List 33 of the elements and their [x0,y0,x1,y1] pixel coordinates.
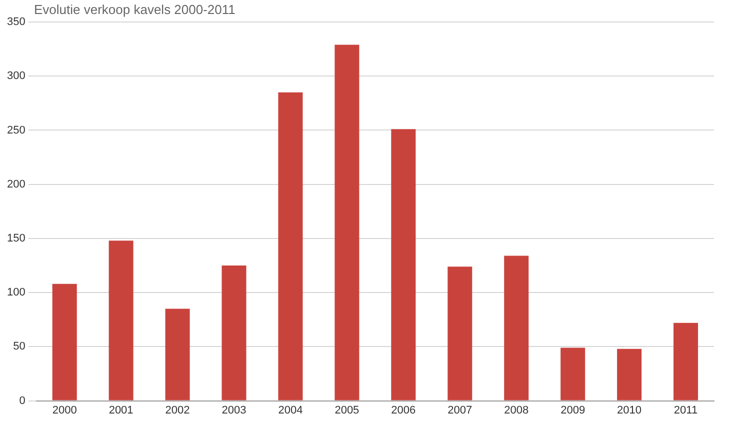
x-tick-label: 2002 [165,404,190,416]
y-tick-label: 0 [19,394,26,407]
x-tick-label: 2005 [334,404,360,416]
x-tick-label: 2006 [391,404,416,416]
x-tick-label: 2004 [278,404,303,416]
y-tick-label: 200 [6,178,26,190]
y-tick-label: 50 [13,340,26,353]
x-tick-label: 2011 [674,404,698,416]
bar [617,348,642,400]
y-tick-label: 150 [6,232,26,244]
bar [165,308,190,400]
bar [391,129,416,400]
x-tick-label: 2008 [504,404,529,416]
x-tick-label: 2010 [617,404,642,416]
y-tick-label: 300 [6,70,26,82]
x-tick-label: 2003 [222,404,246,416]
x-tick-label: 2001 [108,404,134,416]
bar [334,44,360,400]
y-tick-label: 250 [6,124,26,136]
bar [504,256,529,400]
bar [52,284,77,400]
bar [278,92,303,400]
y-tick-label: 350 [6,16,26,28]
bar [560,348,586,400]
bar [108,240,134,400]
y-tick-label: 100 [6,286,26,299]
x-tick-label: 2000 [52,404,77,416]
x-tick-label: 2009 [560,404,586,416]
chart-title: Evolutie verkoop kavels 2000-2011 [34,2,236,17]
x-tick-label: 2007 [448,404,472,416]
bar [674,322,698,400]
bar [448,266,472,400]
bar [222,266,246,400]
